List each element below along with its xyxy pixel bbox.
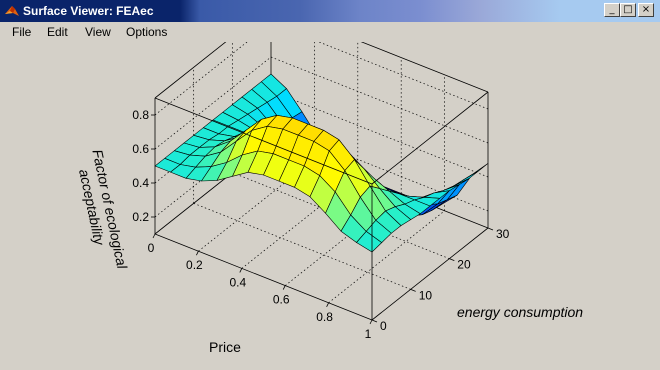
y-tick-label: 20 (457, 258, 471, 272)
y-tick-mark (449, 258, 455, 262)
x-axis-label: Price (209, 339, 241, 355)
x-tick-label: 0.4 (229, 275, 246, 289)
y-tick-mark (410, 288, 416, 292)
grid-line (241, 176, 359, 269)
y-tick-mark (487, 227, 494, 231)
box-edge (154, 97, 373, 185)
surface-mesh (154, 73, 489, 253)
grid-line (198, 158, 315, 252)
matlab-icon (5, 6, 19, 16)
x-tick-label: 0.2 (186, 258, 203, 272)
box-edge (154, 42, 227, 99)
y-tick-label: 30 (496, 227, 510, 241)
box-edge (371, 91, 489, 185)
z-tick-label: 0.8 (132, 108, 149, 122)
x-tick-label: 1 (365, 327, 372, 341)
surface-patch (356, 231, 383, 253)
x-tick-mark (239, 268, 243, 273)
z-tick-label: 0.6 (132, 142, 149, 156)
menu-edit[interactable]: Edit (47, 25, 68, 39)
grid-line (270, 90, 489, 178)
x-tick-mark (282, 285, 286, 290)
x-tick-mark (196, 251, 199, 256)
grid-line (328, 210, 445, 304)
box-edge (360, 42, 489, 93)
menu-file[interactable]: File (12, 25, 32, 39)
grid-line (154, 124, 272, 218)
z-tick-label: 0.2 (132, 210, 149, 224)
grid-line (270, 56, 489, 144)
y-tick-mark (371, 319, 378, 323)
menu-view[interactable]: View (85, 25, 111, 39)
y-axis-label: energy consumption (457, 304, 583, 320)
x-tick-label: 0.8 (316, 310, 333, 324)
grid-line (284, 193, 402, 286)
close-button[interactable]: × (638, 3, 654, 17)
minimize-button[interactable]: _ (604, 3, 620, 17)
box-edge (154, 233, 373, 321)
box-edge (371, 227, 489, 321)
y-tick-label: 0 (380, 319, 387, 333)
grid-line (154, 56, 272, 150)
x-tick-mark (152, 233, 156, 239)
axes-box-front (154, 91, 489, 321)
x-tick-label: 0 (148, 241, 155, 255)
grid-line (193, 203, 411, 290)
x-tick-mark (326, 302, 329, 307)
window-title: Surface Viewer: FEAec (23, 4, 154, 18)
z-tick-label: 0.4 (132, 176, 149, 190)
grid-line (317, 42, 489, 110)
menu-options[interactable]: Options (126, 25, 168, 39)
y-tick-label: 10 (419, 288, 433, 302)
menu-bar: File Edit View Options (0, 22, 660, 42)
title-bar[interactable]: Surface Viewer: FEAec _ □ × (0, 0, 660, 22)
grid-line (154, 42, 248, 116)
x-tick-label: 0.6 (273, 293, 290, 307)
grid-line (270, 124, 489, 212)
maximize-button[interactable]: □ (620, 3, 636, 17)
x-tick-mark (369, 319, 373, 325)
